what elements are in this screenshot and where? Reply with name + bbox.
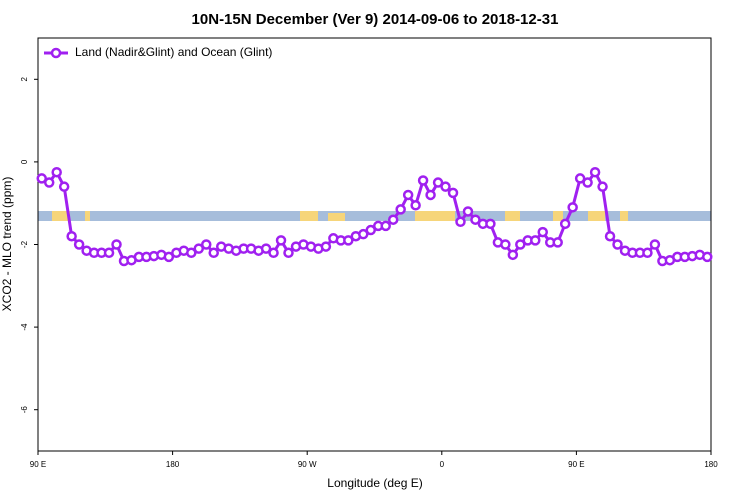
data-point bbox=[58, 181, 70, 192]
land-patch bbox=[328, 213, 345, 221]
plot-frame bbox=[37, 37, 712, 452]
land-patch bbox=[553, 211, 563, 221]
data-point bbox=[507, 249, 519, 261]
x-tick-label: 0 bbox=[440, 460, 445, 469]
data-point bbox=[432, 177, 444, 188]
data-point bbox=[500, 239, 511, 250]
land-patch bbox=[505, 211, 520, 221]
land-patch bbox=[85, 211, 90, 221]
data-point bbox=[103, 247, 115, 259]
data-point bbox=[649, 239, 661, 250]
y-tick-label: 2 bbox=[20, 77, 29, 82]
data-point bbox=[582, 177, 593, 188]
legend-label: Land (Nadir&Glint) and Ocean (Glint) bbox=[75, 45, 272, 59]
data-point bbox=[268, 247, 279, 259]
data-point bbox=[642, 247, 653, 259]
land-patch bbox=[415, 211, 455, 221]
data-point bbox=[702, 251, 713, 263]
data-point bbox=[275, 235, 287, 246]
data-point bbox=[380, 220, 391, 232]
data-point bbox=[462, 206, 474, 217]
x-tick-label: 180 bbox=[704, 460, 718, 469]
data-point bbox=[320, 241, 332, 252]
data-point bbox=[425, 189, 436, 201]
data-point bbox=[559, 218, 571, 230]
data-point bbox=[470, 214, 481, 225]
data-point bbox=[574, 173, 586, 184]
data-point bbox=[193, 243, 205, 254]
data-point bbox=[201, 239, 212, 250]
data-point bbox=[163, 251, 175, 263]
data-point bbox=[51, 166, 62, 178]
ocean-band bbox=[38, 211, 711, 221]
data-point bbox=[365, 224, 377, 236]
data-point bbox=[260, 243, 272, 254]
y-axis-label: XCO2 - MLO trend (ppm) bbox=[0, 177, 14, 312]
y-tick-label: 0 bbox=[20, 159, 29, 164]
y-tick-label: -2 bbox=[20, 240, 29, 248]
chart-title: 10N-15N December (Ver 9) 2014-09-06 to 2… bbox=[192, 11, 559, 28]
data-point bbox=[66, 230, 77, 242]
data-point bbox=[402, 189, 414, 201]
data-point bbox=[597, 181, 608, 192]
x-tick-label: 90 W bbox=[298, 460, 317, 469]
data-point bbox=[537, 226, 548, 238]
data-point bbox=[485, 218, 496, 230]
data-point bbox=[395, 204, 406, 215]
data-point bbox=[567, 202, 578, 213]
data-point bbox=[410, 200, 421, 211]
data-point bbox=[417, 175, 429, 186]
data-point bbox=[43, 177, 55, 188]
land-patch bbox=[588, 211, 605, 221]
x-tick-label: 90 E bbox=[30, 460, 46, 469]
data-point bbox=[552, 237, 563, 248]
land-patch bbox=[52, 211, 70, 221]
data-point bbox=[589, 166, 601, 178]
data-point bbox=[36, 173, 47, 184]
data-point bbox=[604, 230, 616, 242]
data-point bbox=[208, 247, 219, 259]
legend-marker bbox=[50, 47, 62, 59]
x-axis-label: Longitude (deg E) bbox=[327, 476, 422, 490]
land-ocean-band bbox=[38, 211, 711, 221]
data-point bbox=[283, 247, 294, 259]
x-tick-label: 180 bbox=[166, 460, 180, 469]
data-point bbox=[447, 187, 459, 199]
data-point bbox=[358, 228, 369, 240]
x-tick-label: 90 E bbox=[568, 460, 584, 469]
data-point bbox=[111, 239, 122, 250]
data-point bbox=[515, 239, 526, 250]
data-point bbox=[440, 181, 451, 192]
data-point bbox=[387, 214, 399, 225]
data-point bbox=[73, 239, 85, 250]
data-point bbox=[612, 239, 623, 250]
land-patch bbox=[620, 211, 628, 221]
data-point bbox=[343, 235, 354, 246]
land-patch bbox=[300, 211, 318, 221]
y-tick-label: -4 bbox=[20, 323, 29, 331]
data-point bbox=[455, 216, 466, 228]
data-point bbox=[186, 247, 197, 259]
data-point bbox=[530, 235, 541, 246]
y-tick-label: -6 bbox=[20, 406, 29, 414]
